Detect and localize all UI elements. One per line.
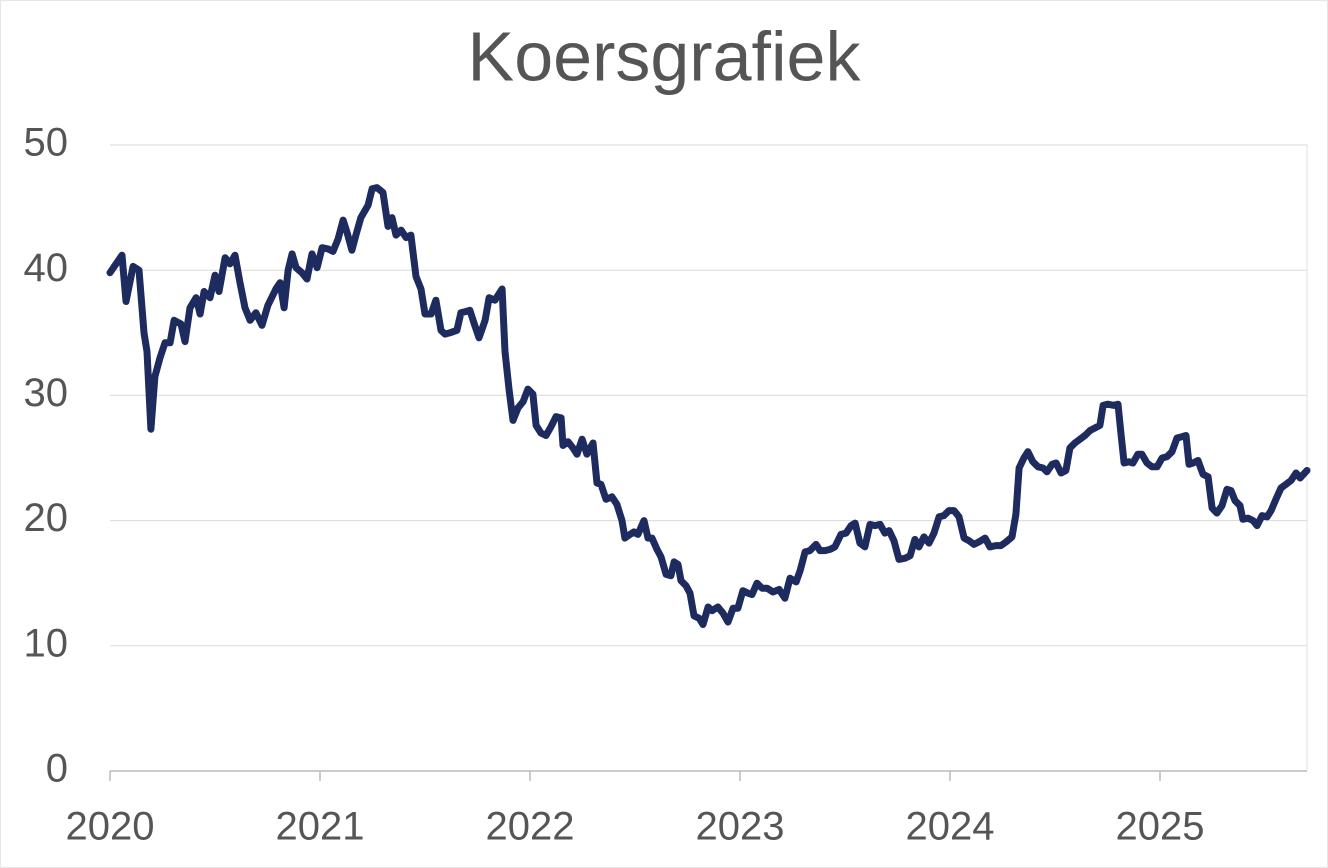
y-tick-label: 40 (24, 246, 69, 290)
x-tick-label: 2021 (276, 805, 365, 849)
y-tick-label: 20 (24, 496, 69, 540)
chart-title: Koersgrafiek (468, 17, 862, 95)
y-tick-label: 0 (46, 747, 68, 791)
x-tick-label: 2022 (486, 805, 575, 849)
y-tick-label: 10 (24, 621, 69, 665)
x-tick-label: 2023 (696, 805, 785, 849)
x-tick-label: 2025 (1116, 805, 1205, 849)
price-line (106, 184, 1311, 628)
y-tick-label: 50 (24, 121, 69, 165)
x-tick-label: 2024 (906, 805, 995, 849)
y-tick-label: 30 (24, 371, 69, 415)
x-tick-label: 2020 (66, 805, 155, 849)
